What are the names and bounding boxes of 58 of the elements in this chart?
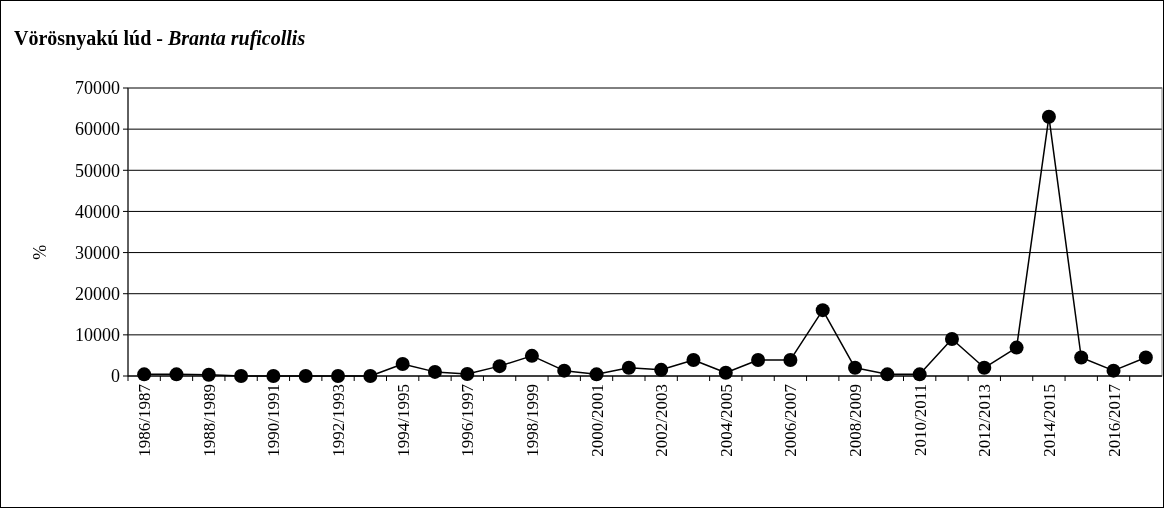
point	[1041, 109, 1056, 124]
x-tick-label: 1992/1993	[329, 384, 349, 457]
point	[169, 367, 184, 382]
y-tick-label: 60000	[75, 119, 120, 140]
point	[1009, 340, 1024, 355]
point	[783, 352, 798, 367]
x-tick-label: 1986/1987	[135, 383, 155, 457]
point	[557, 363, 572, 378]
x-tick-label: 2000/2001	[587, 384, 607, 457]
point	[137, 367, 152, 382]
x-tick-label: 2016/2017	[1104, 383, 1124, 457]
x-tick-label: 2004/2005	[716, 384, 736, 457]
point	[654, 362, 669, 377]
point	[880, 367, 895, 382]
point	[912, 367, 927, 382]
point	[234, 369, 249, 383]
x-tick-label: 2010/2011	[910, 384, 930, 457]
point	[266, 369, 281, 383]
x-tick-label: 1996/1997	[458, 383, 478, 457]
y-axis-title: %	[30, 244, 50, 260]
y-tick-label: 30000	[75, 242, 120, 263]
y-tick-label: 40000	[75, 201, 120, 222]
point	[492, 359, 507, 374]
point	[201, 367, 216, 382]
point	[363, 369, 378, 383]
x-tick-label: 2006/2007	[781, 383, 801, 457]
point	[718, 365, 733, 380]
x-tick-label: 2008/2009	[846, 384, 866, 457]
point	[427, 364, 442, 379]
point	[621, 360, 636, 375]
point	[298, 369, 313, 383]
point	[1138, 350, 1153, 365]
point	[848, 360, 863, 375]
point	[815, 303, 830, 318]
point	[395, 357, 410, 372]
point	[1106, 363, 1121, 378]
x-tick-label: 1994/1995	[393, 384, 413, 457]
y-tick-label: 0	[111, 366, 120, 387]
x-tick-label: 2014/2015	[1039, 384, 1059, 457]
x-tick-label: 2012/2013	[975, 384, 995, 457]
x-tick-label: 1998/1999	[522, 384, 542, 457]
point	[686, 352, 701, 367]
point	[524, 348, 539, 363]
x-tick-label: 1990/1991	[264, 384, 284, 457]
y-tick-label: 70000	[75, 78, 120, 99]
y-tick-label: 20000	[75, 284, 120, 305]
y-tick-label: 10000	[75, 325, 120, 346]
point	[977, 360, 992, 375]
point	[1074, 350, 1089, 365]
y-tick-label: 50000	[75, 160, 120, 181]
point	[944, 331, 959, 346]
chart-title: Vörösnyakú lúd - Branta ruficollis	[14, 27, 306, 50]
point	[460, 366, 475, 381]
point	[589, 367, 604, 382]
point	[331, 369, 346, 383]
x-tick-label: 2002/2003	[652, 384, 672, 457]
x-tick-label: 1988/1989	[199, 384, 219, 457]
point	[751, 352, 766, 367]
